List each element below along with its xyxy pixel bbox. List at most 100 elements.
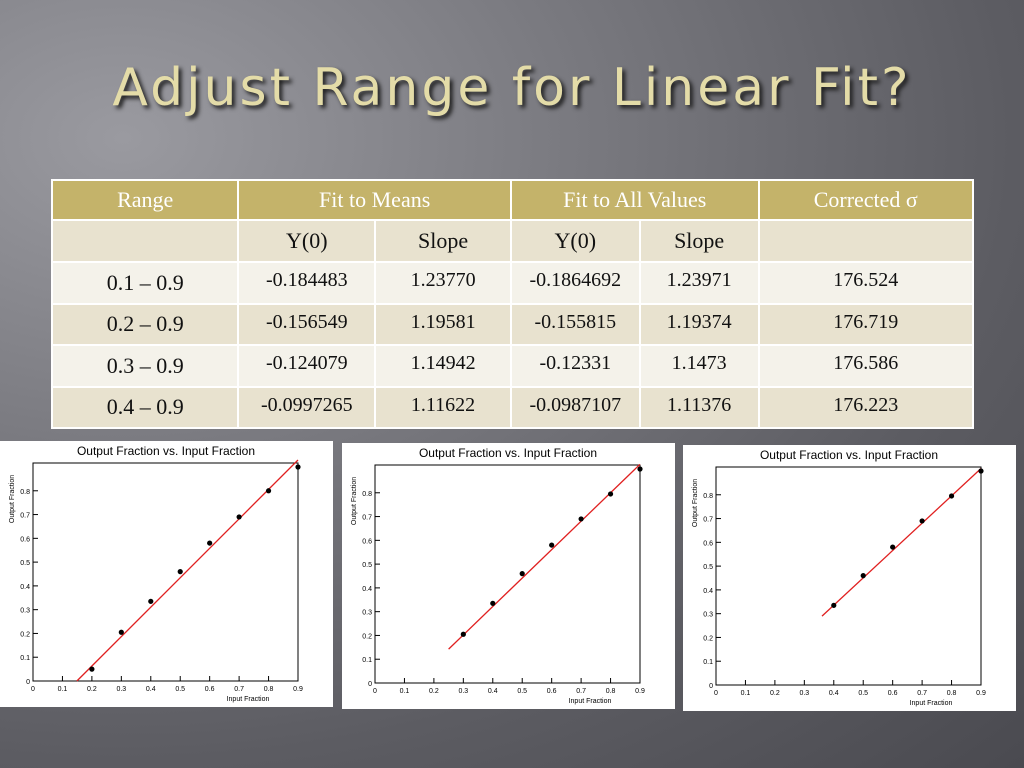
y-tick-label: 0.2 [20,631,30,638]
x-axis-label: Input Fraction [910,700,953,707]
scatter-chart-svg: Output Fraction vs. Input Fraction 0 0.1 0.… [692,448,986,707]
fit-line [448,463,641,650]
y-tick-label: 0.8 [20,489,30,496]
x-tick-label: 0.2 [429,688,439,695]
x-tick-label: 0.8 [264,686,274,693]
x-tick-label: 0.4 [146,686,156,693]
y-tick-label: 0.3 [703,612,713,619]
cell-all-slope: 1.23971 [638,261,760,305]
table-row: 0.3 – 0.9 -0.124079 1.14942 -0.12331 1.1… [50,344,975,388]
data-point [177,569,183,575]
y-tick-label: 0.5 [703,564,713,571]
plot-range-0-3: Output Fraction vs. Input Fraction 0 0.1 0.… [683,445,1016,711]
y-tick-label: 0.4 [362,586,372,593]
table-subheader-row: Y(0) Slope Y(0) Slope [50,219,975,263]
x-tick-label: 0.1 [400,688,410,695]
x-tick-label: 0 [373,688,377,695]
x-tick-label: 0.6 [547,688,557,695]
cell-all-y0: -0.0987107 [509,385,641,429]
y-tick-label: 0.1 [362,657,372,664]
x-tick-label: 0.1 [58,686,68,693]
subheader-all-slope: Slope [638,219,760,263]
cell-means-y0: -0.124079 [237,344,377,388]
cell-sigma: 176.586 [757,344,975,388]
chart-title: Output Fraction vs. Input Fraction [419,446,597,460]
slide-title: Adjust Range for Linear Fit? [112,58,912,118]
x-tick-label: 0 [31,686,35,693]
y-tick-label: 0.8 [703,493,713,500]
data-point [148,598,154,604]
cell-range: 0.3 – 0.9 [50,344,240,388]
cell-range: 0.2 – 0.9 [50,302,240,346]
cell-sigma: 176.719 [757,302,975,346]
cell-all-slope: 1.19374 [638,302,760,346]
x-tick-label: 0.3 [799,690,809,697]
x-tick-label: 0.4 [488,688,498,695]
data-point [607,491,614,497]
y-axis-label: Output Fraction [9,475,16,523]
y-axis-label: Output Fraction [692,479,699,527]
plot-range-0-2: Output Fraction vs. Input Fraction 0 0.1 0.… [342,443,675,709]
y-tick-label: 0.6 [703,540,713,547]
data-point [831,602,837,608]
x-tick-label: 0.6 [205,686,215,693]
data-point [460,631,466,637]
y-tick-label: 0.1 [20,655,30,662]
y-axis-label: Output Fraction [351,477,358,525]
data-point [236,514,242,520]
y-tick-label: 0 [368,681,372,688]
subheader-means-slope: Slope [374,219,512,263]
subheader-means-y0: Y(0) [237,219,377,263]
data-point [490,600,496,606]
scatter-chart-svg: Output Fraction vs. Input Fraction 0 0.1 0.… [351,446,645,705]
x-tick-label: 0.6 [888,690,898,697]
x-tick-label: 0.8 [947,690,957,697]
data-point [207,540,213,546]
x-tick-label: 0.2 [87,686,97,693]
data-point [890,544,896,550]
y-tick-label: 0 [709,683,713,690]
y-tick-label: 0.5 [362,562,372,569]
y-tick-label: 0.4 [703,588,713,595]
y-tick-label: 0 [26,679,30,686]
cell-means-slope: 1.11622 [374,385,512,429]
cell-all-y0: -0.12331 [509,344,641,388]
cell-range: 0.4 – 0.9 [50,385,240,429]
x-tick-label: 0.7 [917,690,927,697]
cell-means-y0: -0.156549 [237,302,377,346]
cell-means-slope: 1.23770 [374,261,512,305]
table-row: 0.4 – 0.9 -0.0997265 1.11622 -0.0987107 … [50,385,975,429]
y-tick-label: 0.6 [362,538,372,545]
data-point [295,464,301,470]
cell-sigma: 176.524 [757,261,975,305]
y-tick-label: 0.2 [362,633,372,640]
x-tick-label: 0.7 [234,686,244,693]
y-tick-label: 0.5 [20,560,30,567]
x-tick-label: 0.9 [976,690,986,697]
cell-means-y0: -0.184483 [237,261,377,305]
x-tick-label: 0.2 [770,690,780,697]
x-tick-label: 0.9 [635,688,645,695]
cell-means-slope: 1.19581 [374,302,512,346]
cell-all-slope: 1.11376 [638,385,760,429]
plot-frame [715,466,982,686]
y-tick-label: 0.6 [20,536,30,543]
y-tick-label: 0.1 [703,659,713,666]
header-fit-to-all-values: Fit to All Values [509,179,760,221]
plot-frame [374,464,641,684]
cell-all-y0: -0.155815 [509,302,641,346]
subheader-all-y0: Y(0) [509,219,641,263]
plot-range-0-1: Output Fraction vs. Input Fraction 0 0.1 0.… [0,441,333,707]
header-range: Range [50,179,240,221]
data-point [637,466,643,472]
y-tick-label: 0.7 [20,513,30,520]
cell-means-y0: -0.0997265 [237,385,377,429]
data-point [978,468,984,474]
table-header-row: Range Fit to Means Fit to All Values Cor… [50,179,975,221]
cell-all-slope: 1.1473 [638,344,760,388]
chart-title: Output Fraction vs. Input Fraction [760,448,938,462]
data-point [860,573,866,579]
table-row: 0.1 – 0.9 -0.184483 1.23770 -0.1864692 1… [50,261,975,305]
y-tick-label: 0.8 [362,491,372,498]
x-tick-label: 0.5 [517,688,527,695]
